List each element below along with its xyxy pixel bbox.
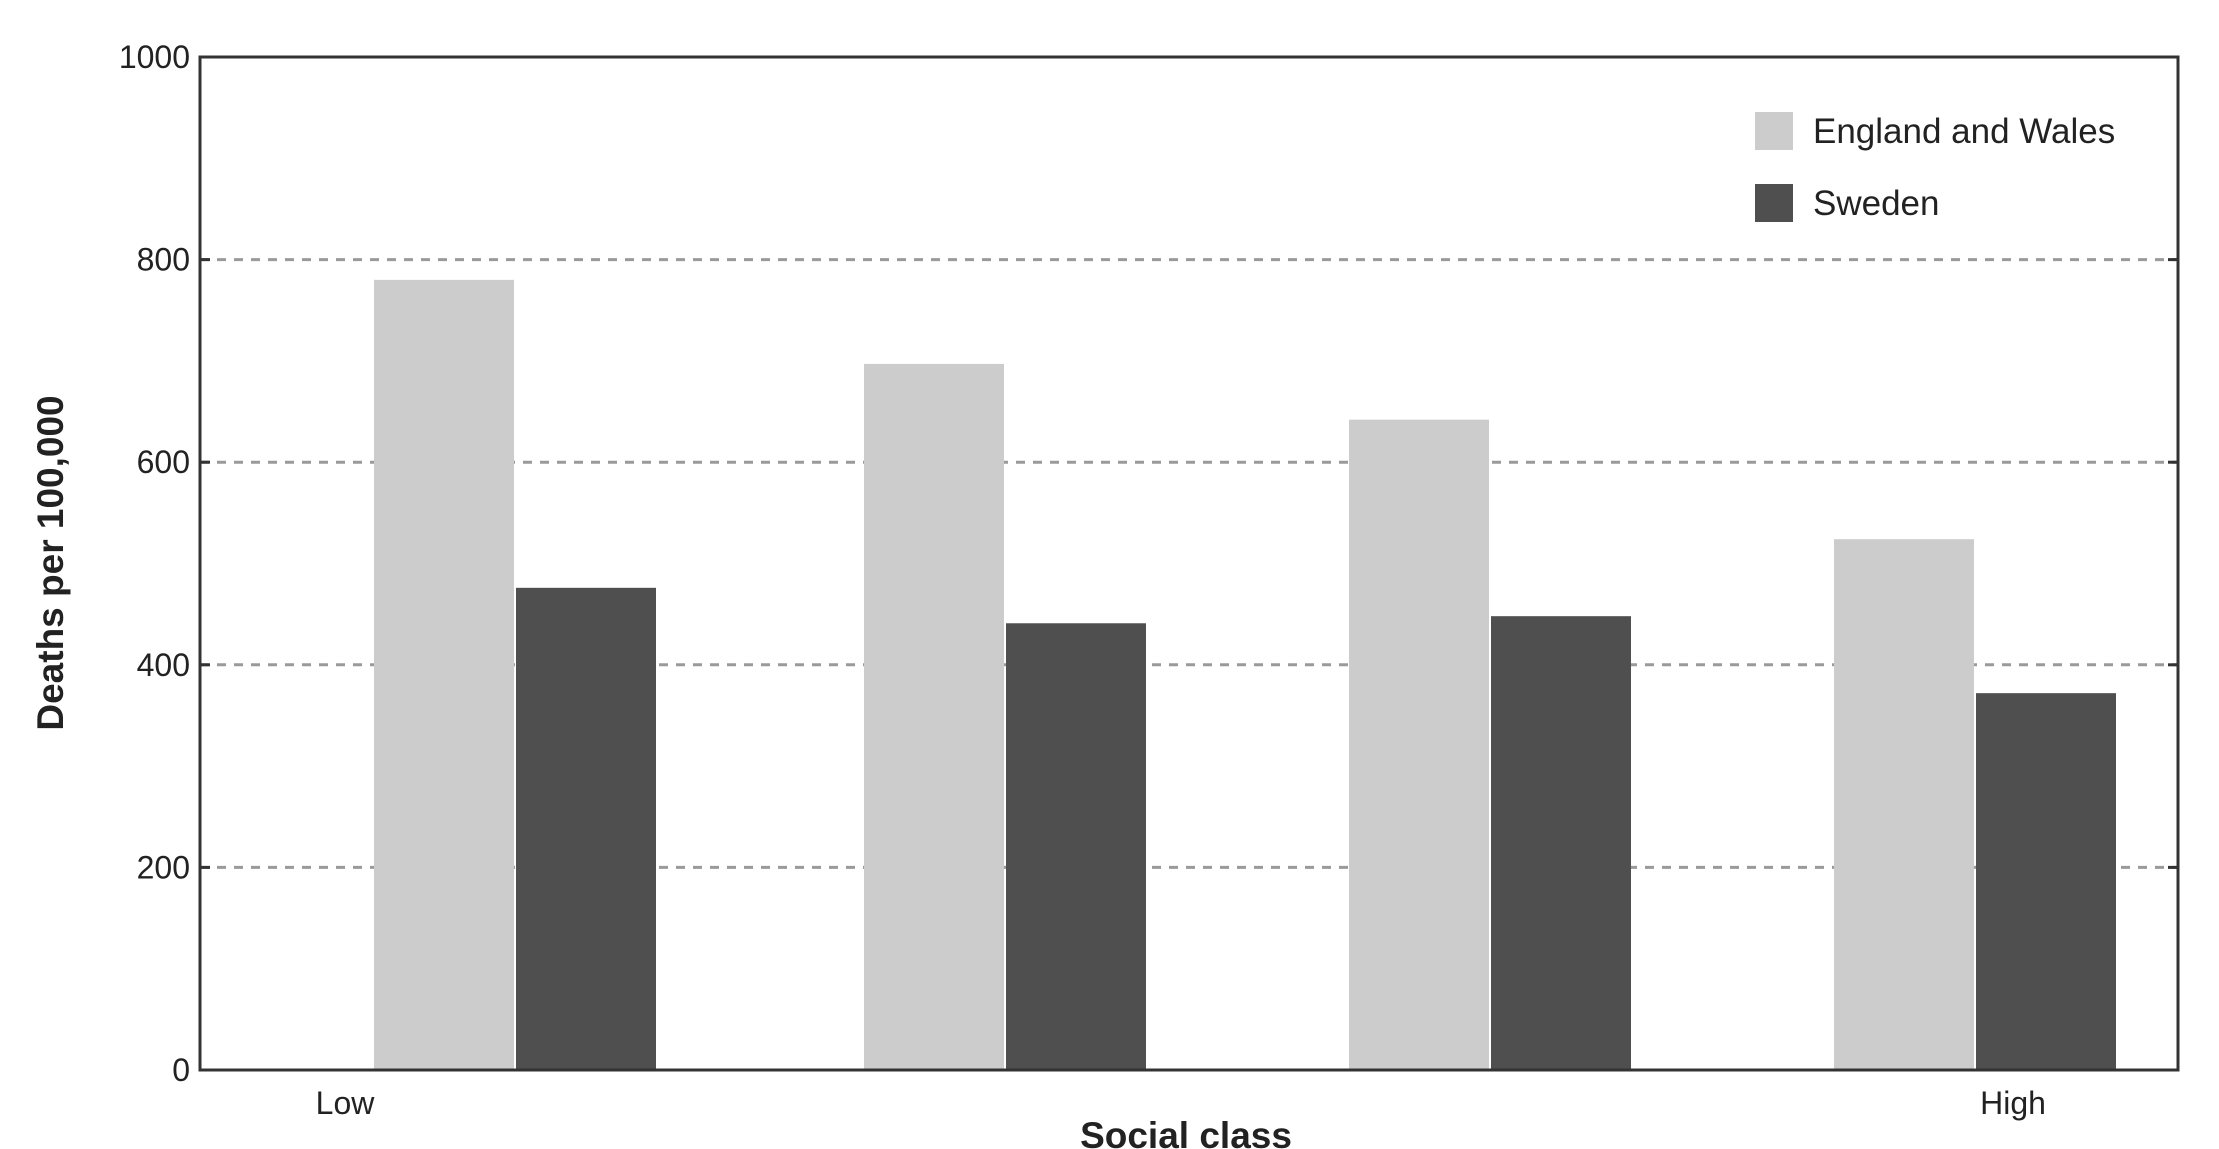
y-tick-label: 200 [137, 849, 190, 885]
bar-sweden [516, 587, 656, 1070]
bar-sweden [1006, 623, 1146, 1070]
y-tick-label: 800 [137, 242, 190, 278]
legend: England and Wales Sweden [1755, 112, 2115, 223]
plot-frame [198, 55, 2180, 1072]
axis-ticks [200, 55, 2178, 1072]
legend-swatch [1755, 112, 1793, 150]
bars [374, 279, 2116, 1071]
x-tick-label: High [1980, 1085, 2046, 1121]
y-tick-label: 600 [137, 444, 190, 480]
bar-england-wales [374, 279, 514, 1070]
legend-swatch [1755, 184, 1793, 222]
bar-england-wales [1834, 539, 1974, 1070]
x-tick-label: Low [316, 1085, 376, 1121]
y-tick-label: 1000 [119, 39, 190, 75]
legend-label: Sweden [1813, 184, 1939, 223]
y-tick-label: 400 [137, 647, 190, 683]
y-axis-title: Deaths per 100,000 [30, 395, 71, 730]
bar-england-wales [1349, 419, 1489, 1070]
x-axis-title: Social class [1080, 1115, 1292, 1149]
x-tick-labels: Low High [316, 1085, 2046, 1121]
y-tick-labels: 0 200 400 600 800 1000 [119, 39, 190, 1088]
legend-label: England and Wales [1813, 112, 2115, 151]
bar-sweden [1491, 616, 1631, 1070]
bar-england-wales [864, 363, 1004, 1071]
y-tick-label: 0 [172, 1052, 190, 1088]
bar-sweden [1976, 693, 2116, 1070]
